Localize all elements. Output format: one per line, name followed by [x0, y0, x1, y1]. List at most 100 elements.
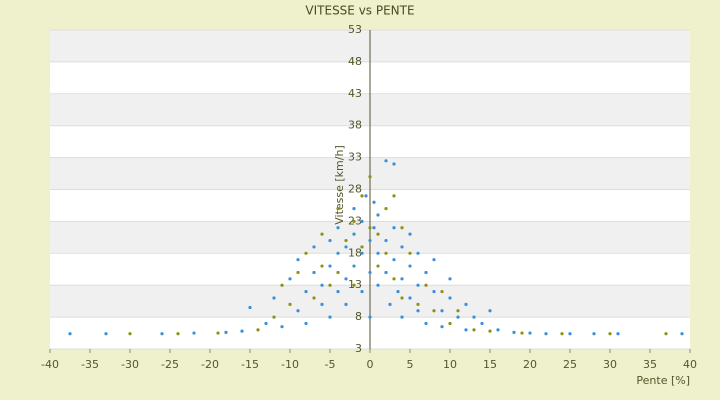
y-tick-label: 8: [355, 310, 362, 323]
point: [320, 283, 324, 287]
point: [272, 315, 276, 319]
point: [560, 332, 564, 336]
y-tick-label: 43: [348, 87, 362, 100]
point: [408, 251, 412, 255]
point: [304, 289, 308, 294]
point: [352, 232, 356, 236]
point: [408, 296, 412, 300]
x-tick-label: 40: [683, 358, 697, 371]
point: [360, 194, 364, 198]
point: [344, 277, 348, 281]
point: [328, 315, 332, 319]
x-tick-label: 15: [483, 358, 497, 371]
point: [364, 194, 368, 198]
point: [416, 309, 420, 313]
x-tick-label: 30: [603, 358, 617, 371]
point: [224, 330, 228, 335]
point: [568, 332, 572, 336]
point: [344, 238, 348, 243]
point: [392, 258, 396, 262]
point: [352, 219, 356, 223]
point: [368, 175, 372, 179]
x-tick-label: 0: [367, 358, 374, 371]
point: [384, 251, 388, 255]
point: [384, 238, 388, 243]
point: [608, 332, 612, 336]
x-tick-label: 5: [407, 358, 414, 371]
point: [528, 331, 532, 335]
point: [388, 302, 392, 306]
point: [344, 245, 348, 249]
point: [320, 302, 324, 306]
point: [328, 283, 332, 287]
point: [544, 332, 548, 336]
point: [368, 238, 372, 243]
x-tick-label: -35: [81, 358, 99, 371]
point: [488, 329, 492, 333]
point: [336, 289, 340, 294]
point: [384, 207, 388, 211]
point: [360, 289, 364, 294]
point: [264, 321, 268, 326]
y-axis-title: Vitesse [km/h]: [333, 145, 346, 225]
point: [376, 251, 380, 255]
point: [448, 277, 452, 281]
point: [432, 309, 436, 313]
point: [424, 321, 428, 326]
point: [424, 283, 428, 287]
point: [384, 270, 388, 275]
point: [160, 332, 164, 336]
x-tick-label: -25: [161, 358, 179, 371]
point: [256, 328, 260, 332]
point: [520, 331, 524, 335]
point: [384, 159, 388, 163]
point: [392, 277, 396, 281]
point: [496, 328, 500, 332]
y-tick-label: 28: [348, 183, 362, 196]
point: [320, 264, 324, 268]
point: [296, 258, 300, 262]
x-tick-label: 10: [443, 358, 457, 371]
point: [352, 283, 356, 287]
point: [248, 305, 252, 310]
point: [280, 325, 284, 329]
point: [416, 302, 420, 306]
point: [328, 264, 332, 268]
y-tick-label: 48: [348, 55, 362, 68]
point: [320, 232, 324, 236]
x-tick-label: 20: [523, 358, 537, 371]
point: [424, 270, 428, 275]
point: [616, 332, 620, 336]
point: [680, 332, 684, 336]
point: [376, 283, 380, 287]
point: [432, 289, 436, 294]
point: [176, 332, 180, 336]
point: [464, 328, 468, 332]
x-tick-label: 25: [563, 358, 577, 371]
x-tick-label: -30: [121, 358, 139, 371]
x-tick-label: -40: [41, 358, 59, 371]
y-tick-label: 33: [348, 151, 362, 164]
point: [272, 296, 276, 300]
point: [440, 289, 444, 294]
point: [344, 302, 348, 306]
point: [592, 332, 596, 336]
point: [368, 315, 372, 319]
y-tick-label: 3: [355, 342, 362, 355]
y-tick-label: 53: [348, 23, 362, 36]
point: [376, 232, 380, 236]
point: [400, 296, 404, 300]
point: [472, 328, 476, 332]
point: [392, 194, 396, 198]
point: [360, 251, 364, 255]
point: [280, 283, 284, 287]
x-tick-label: -5: [325, 358, 336, 371]
point: [312, 296, 316, 300]
point: [408, 232, 412, 236]
point: [352, 264, 356, 268]
point: [416, 251, 420, 255]
point: [68, 332, 72, 336]
point: [216, 331, 220, 335]
